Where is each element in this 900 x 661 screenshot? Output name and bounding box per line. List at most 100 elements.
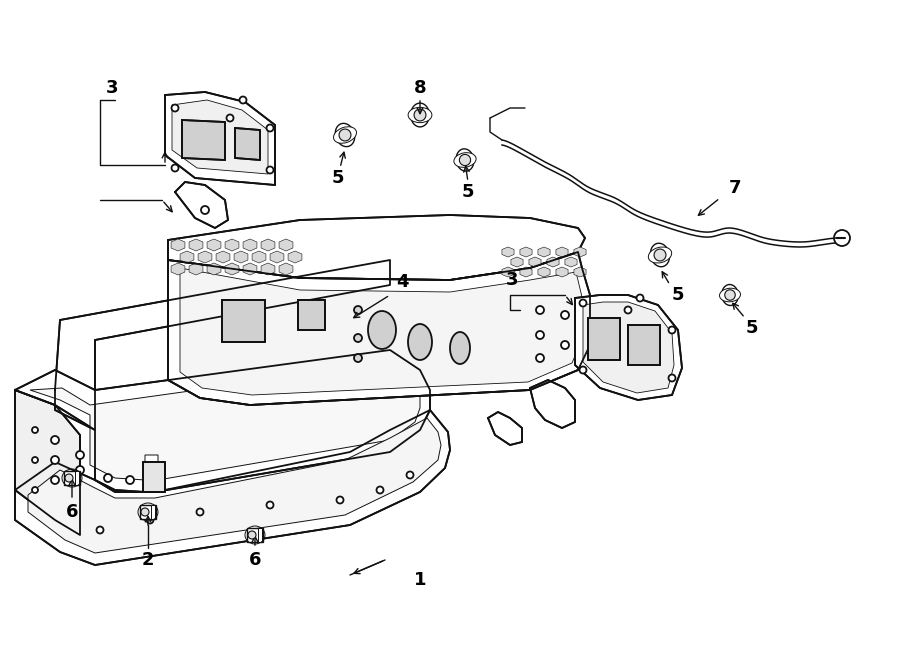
Circle shape: [126, 476, 134, 484]
Ellipse shape: [648, 247, 671, 263]
Polygon shape: [279, 263, 292, 275]
Ellipse shape: [408, 324, 432, 360]
Polygon shape: [64, 471, 80, 485]
Polygon shape: [270, 251, 284, 263]
Circle shape: [669, 327, 676, 334]
Circle shape: [141, 508, 149, 516]
Polygon shape: [168, 215, 585, 280]
Polygon shape: [530, 380, 575, 428]
Circle shape: [65, 474, 73, 482]
Polygon shape: [520, 267, 532, 277]
Text: 4: 4: [396, 273, 409, 291]
Circle shape: [724, 290, 735, 300]
Polygon shape: [252, 251, 266, 263]
Circle shape: [536, 331, 544, 339]
Circle shape: [239, 97, 247, 104]
Polygon shape: [207, 239, 220, 251]
Circle shape: [561, 311, 569, 319]
Circle shape: [266, 167, 274, 173]
Circle shape: [32, 427, 38, 433]
Polygon shape: [225, 263, 238, 275]
Text: 5: 5: [462, 183, 474, 201]
Polygon shape: [298, 300, 325, 330]
Circle shape: [414, 109, 426, 121]
Polygon shape: [171, 239, 184, 251]
Ellipse shape: [410, 103, 429, 127]
Circle shape: [625, 307, 632, 313]
Polygon shape: [180, 251, 194, 263]
Text: 8: 8: [414, 79, 427, 97]
Polygon shape: [261, 263, 274, 275]
Ellipse shape: [454, 153, 476, 167]
Polygon shape: [538, 247, 550, 257]
Polygon shape: [75, 471, 79, 485]
Circle shape: [201, 206, 209, 214]
Polygon shape: [502, 247, 514, 257]
Ellipse shape: [456, 149, 474, 171]
Polygon shape: [207, 263, 220, 275]
Polygon shape: [165, 92, 275, 185]
Circle shape: [354, 354, 362, 362]
Polygon shape: [175, 182, 228, 228]
Polygon shape: [511, 257, 523, 267]
Circle shape: [354, 306, 362, 314]
Circle shape: [96, 527, 104, 533]
Ellipse shape: [336, 124, 355, 147]
Circle shape: [196, 508, 203, 516]
Ellipse shape: [368, 311, 396, 349]
Polygon shape: [288, 251, 302, 263]
Polygon shape: [235, 128, 260, 160]
Polygon shape: [182, 120, 225, 160]
Text: 2: 2: [142, 551, 154, 569]
Circle shape: [376, 486, 383, 494]
Polygon shape: [55, 260, 390, 430]
Polygon shape: [538, 267, 550, 277]
Polygon shape: [520, 247, 532, 257]
Polygon shape: [488, 412, 522, 445]
Circle shape: [248, 531, 256, 539]
Polygon shape: [180, 268, 582, 395]
Circle shape: [654, 249, 666, 261]
Text: 3: 3: [106, 79, 118, 97]
Text: 6: 6: [66, 503, 78, 521]
Polygon shape: [583, 302, 674, 393]
Text: 7: 7: [729, 179, 742, 197]
Polygon shape: [258, 528, 262, 542]
Circle shape: [636, 295, 644, 301]
Polygon shape: [529, 257, 541, 267]
Polygon shape: [15, 410, 450, 565]
Circle shape: [51, 436, 59, 444]
Circle shape: [337, 496, 344, 504]
Polygon shape: [140, 505, 156, 519]
Polygon shape: [198, 251, 212, 263]
Polygon shape: [556, 267, 568, 277]
Polygon shape: [222, 300, 265, 342]
Circle shape: [76, 451, 84, 459]
Polygon shape: [588, 318, 620, 360]
Polygon shape: [575, 295, 682, 400]
Polygon shape: [628, 325, 660, 365]
Polygon shape: [234, 251, 248, 263]
Polygon shape: [216, 251, 230, 263]
Polygon shape: [225, 239, 238, 251]
Polygon shape: [172, 100, 268, 174]
Polygon shape: [143, 462, 165, 492]
Circle shape: [669, 375, 676, 381]
Text: 5: 5: [671, 286, 684, 304]
Circle shape: [51, 456, 59, 464]
Ellipse shape: [408, 107, 432, 123]
Circle shape: [580, 366, 587, 373]
Circle shape: [51, 476, 59, 484]
Circle shape: [561, 341, 569, 349]
Circle shape: [580, 299, 587, 307]
Circle shape: [172, 104, 178, 112]
Polygon shape: [151, 505, 155, 519]
Ellipse shape: [450, 332, 470, 364]
Polygon shape: [279, 239, 292, 251]
Text: 1: 1: [414, 571, 427, 589]
Polygon shape: [189, 239, 202, 251]
Polygon shape: [547, 257, 559, 267]
Circle shape: [227, 114, 233, 122]
Text: 6: 6: [248, 551, 261, 569]
Circle shape: [354, 334, 362, 342]
